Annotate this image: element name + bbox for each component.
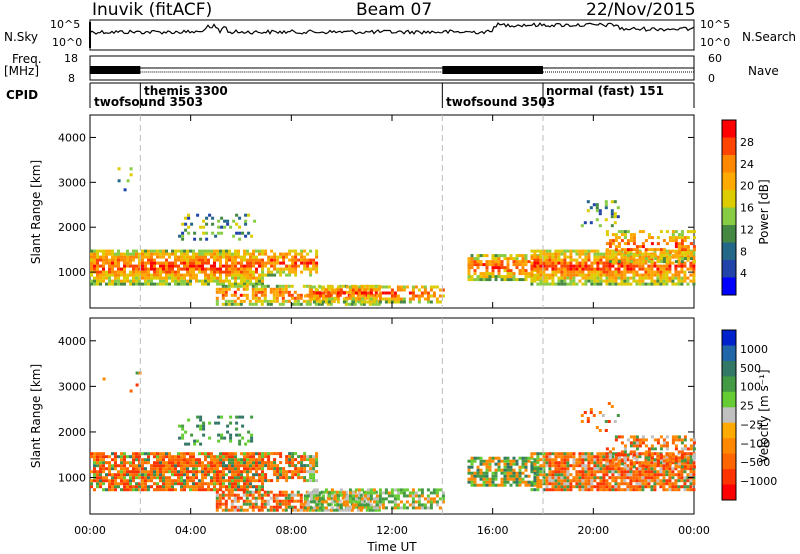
velocity-cbar-swatch-6 (722, 422, 736, 439)
freq-bar-1 (90, 66, 141, 74)
xtick-label-6: 00:00 (678, 524, 710, 537)
xtick-label-4: 16:00 (477, 524, 509, 537)
velocity-cbar-swatch-2 (722, 360, 736, 377)
cpid-segment-2: themis 3300 (144, 84, 228, 98)
power-cbar-swatch-9 (722, 277, 736, 296)
xtick-label-5: 20:00 (577, 524, 609, 537)
nave-label: Nave (748, 64, 779, 78)
xtick-label-3: 12:00 (376, 524, 408, 537)
power-cbar-tick-4: 12 (740, 223, 754, 236)
nsky-tick-high: 10^5 (50, 18, 81, 31)
power-cbar-label: Power [dB] (757, 179, 771, 244)
ytick-label-1000: 1000 (58, 472, 86, 485)
cpid-segment-4: normal (fast) 151 (546, 84, 664, 98)
velocity-cbar-tick-0: 1000 (740, 343, 768, 356)
nsearch-tick-high: 10^5 (700, 18, 731, 31)
power-cbar-swatch-1 (722, 137, 736, 156)
velocity-heatmap-cells (90, 371, 696, 512)
nsearch-label: N.Search (742, 30, 797, 44)
velocity-cbar-swatch-5 (722, 407, 736, 424)
nsky-tick-low: 10^0 (52, 36, 83, 49)
power-cbar-tick-2: 20 (740, 180, 754, 193)
velocity-cbar-frame (721, 329, 737, 501)
nsky-line (89, 22, 695, 35)
velocity-cbar-swatch-9 (722, 469, 736, 486)
power-heatmap-cells (90, 167, 696, 306)
ytick-label-2000: 2000 (58, 221, 86, 234)
power-axes: 1000 2000 3000 4000 (58, 115, 695, 308)
freq-tick-high: 18 (64, 52, 78, 65)
velocity-cbar-tick-5: −100 (740, 437, 770, 450)
ytick-label-1000: 1000 (58, 266, 86, 279)
velocity-cbar-swatch-1 (722, 345, 736, 362)
cpid-segment-1: twofsound 3503 (94, 95, 203, 109)
power-cbar-tick-1: 24 (740, 158, 754, 171)
velocity-cbar-tick-2: 100 (740, 381, 761, 394)
velocity-cbar-tick-4: −25 (740, 418, 763, 431)
time-axis-label: Time UT (366, 540, 417, 554)
power-cbar-tick-3: 16 (740, 202, 754, 215)
power-cbar-swatch-2 (722, 155, 736, 173)
power-cbar-swatch-8 (722, 260, 736, 278)
station-title: Inuvik (fitACF) (92, 0, 213, 20)
velocity-cbar-swatch-7 (722, 438, 736, 455)
freq-tick-low: 8 (68, 72, 75, 85)
xtick-label-0: 00:00 (74, 524, 106, 537)
nave-tick-low: 0 (708, 72, 715, 85)
ytick-label-4000: 4000 (58, 335, 86, 348)
velocity-cbar-swatch-4 (722, 391, 736, 408)
ytick-label-3000: 3000 (58, 176, 86, 189)
power-cbar-swatch-3 (722, 172, 736, 191)
velocity-cbar-swatch-0 (722, 330, 736, 346)
xtick-label-2: 08:00 (275, 524, 307, 537)
power-cbar-frame (721, 119, 737, 296)
power-cbar-swatch-7 (722, 242, 736, 261)
freq-label: Freq. (12, 52, 42, 66)
velocity-colorbar: 1000 500 100 25 −25 −100 −500 −1000 (721, 329, 777, 501)
freq-series (90, 66, 694, 74)
power-ylabel: Slant Range [km] (29, 160, 43, 264)
power-cbar-swatch-4 (722, 190, 736, 208)
velocity-cbar-tick-1: 500 (740, 362, 761, 375)
ytick-label-3000: 3000 (58, 380, 86, 393)
cpid-label: CPID (6, 88, 39, 102)
velocity-cbar-swatch-3 (722, 376, 736, 393)
power-cbar-tick-0: 28 (740, 136, 754, 149)
power-cbar-swatch-6 (722, 225, 736, 243)
velocity-axes: 1000 2000 3000 4000 00:00 04:00 08:00 12:00 16:0… (58, 318, 710, 537)
power-colorbar: 28 24 20 16 12 8 4 (721, 119, 754, 296)
ytick-label-4000: 4000 (58, 131, 86, 144)
velocity-cbar-label: Velocity [m s⁻¹] (757, 369, 771, 462)
nsearch-tick-low: 10^0 (700, 36, 731, 49)
velocity-cbar-tick-6: −500 (740, 456, 770, 469)
velocity-cbar-swatch-8 (722, 453, 736, 470)
velocity-cpid-vlines (139, 318, 544, 514)
power-cbar-swatch-5 (722, 207, 736, 226)
xtick-label-1: 04:00 (175, 524, 207, 537)
velocity-cbar-tick-3: 25 (740, 400, 754, 413)
cpid-dividers (139, 83, 544, 108)
velocity-cbar-tick-7: −1000 (740, 475, 777, 488)
nave-tick-high: 60 (708, 52, 722, 65)
power-cbar-tick-5: 8 (740, 245, 747, 258)
nsky-label: N.Sky (4, 30, 39, 44)
power-cpid-vlines (139, 115, 544, 308)
velocity-ylabel: Slant Range [km] (29, 364, 43, 468)
freq-unit: [MHz] (4, 64, 40, 78)
cpid-segment-3: twofsound 3503 (446, 95, 555, 109)
power-cbar-swatch-0 (722, 120, 736, 138)
beam-title: Beam 07 (356, 0, 433, 20)
date-title: 22/Nov/2015 (586, 0, 696, 20)
nsky-series (89, 22, 695, 48)
ytick-label-2000: 2000 (58, 426, 86, 439)
power-cbar-tick-6: 4 (740, 267, 747, 280)
freq-bar-3 (442, 66, 543, 74)
velocity-cbar-swatch-10 (722, 484, 736, 501)
